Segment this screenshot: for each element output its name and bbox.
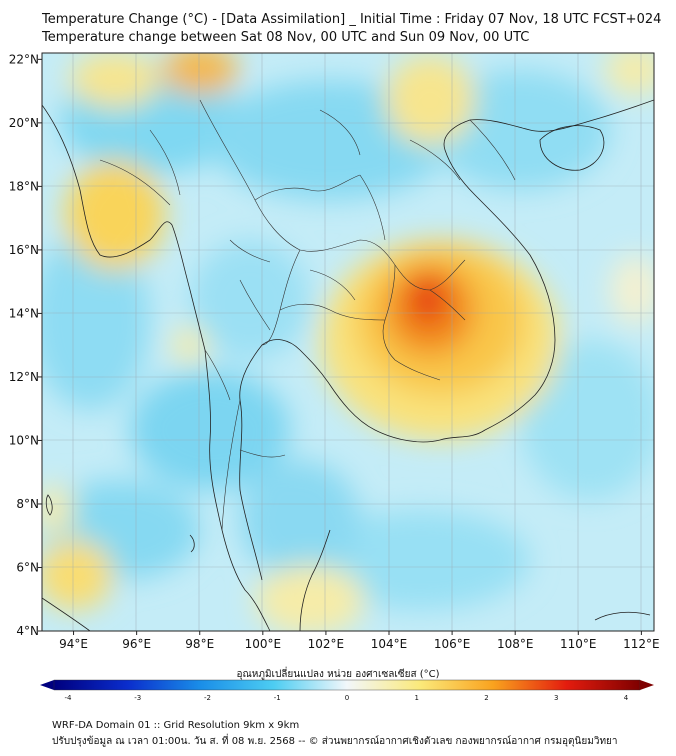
- lat-tick-label: 12°N: [9, 370, 39, 384]
- colorbar-tick-label: 2: [484, 694, 488, 702]
- colorbar-tick-label: 0: [345, 694, 349, 702]
- colorbar-title: อุณหภูมิเปลี่ยนแปลง หน่วย องศาเซลเซียส (…: [236, 669, 440, 680]
- lon-tick-label: 102°E: [308, 637, 345, 651]
- colorbar-tick-label: -3: [134, 694, 141, 702]
- lat-tick-label: 14°N: [9, 306, 39, 320]
- lon-tick-label: 108°E: [497, 637, 534, 651]
- political-boundaries: [99, 99, 516, 531]
- footer-credit: ปรับปรุงข้อมูล ณ เวลา 01:00น. วัน ส. ที่…: [52, 736, 618, 747]
- colorbar-tick-label: -2: [204, 694, 211, 702]
- map-frame: [41, 52, 655, 632]
- chart-subtitle: Temperature change between Sat 08 Nov, 0…: [42, 30, 530, 45]
- lon-tick-label: 96°E: [122, 637, 151, 651]
- lat-tick-label: 18°N: [9, 179, 39, 193]
- lat-tick-label: 4°N: [16, 624, 39, 638]
- longitude-ticks: 94°E 96°E 98°E 100°E 102°E 104°E 106°E 108°E 110…: [59, 631, 660, 651]
- lon-tick-label: 100°E: [245, 637, 282, 651]
- lon-tick-label: 112°E: [623, 637, 660, 651]
- lon-tick-label: 110°E: [560, 637, 597, 651]
- temperature-field: [42, 53, 654, 631]
- lat-tick-label: 20°N: [9, 116, 39, 130]
- lon-tick-label: 104°E: [371, 637, 408, 651]
- lon-tick-label: 98°E: [185, 637, 214, 651]
- lon-tick-label: 106°E: [434, 637, 471, 651]
- lat-tick-label: 8°N: [16, 497, 39, 511]
- lat-tick-label: 16°N: [9, 243, 39, 257]
- colorbar-tick-label: -1: [274, 694, 281, 702]
- colorbar: -4 -3 -2 -1 0 1 2 3 4: [40, 679, 654, 702]
- lat-tick-label: 10°N: [9, 433, 39, 447]
- footer-model-info: WRF-DA Domain 01 :: Grid Resolution 9km …: [52, 720, 300, 731]
- colorbar-tick-label: 3: [554, 694, 558, 702]
- colorbar-tick-label: -4: [65, 694, 73, 702]
- colorbar-ticks: -4 -3 -2 -1 0 1 2 3 4: [65, 694, 629, 702]
- chart-title: Temperature Change (°C) - [Data Assimila…: [42, 12, 662, 27]
- lon-tick-label: 94°E: [59, 637, 88, 651]
- colorbar-tick-label: 4: [624, 694, 629, 702]
- colorbar-tick-label: 1: [415, 694, 419, 702]
- lat-tick-label: 22°N: [9, 52, 39, 66]
- latitude-ticks: 22°N 20°N 18°N 16°N 14°N 12°N 10°N 8°N 6°N 4°N: [9, 52, 42, 638]
- lat-tick-label: 6°N: [16, 560, 39, 574]
- graticule: [42, 53, 654, 631]
